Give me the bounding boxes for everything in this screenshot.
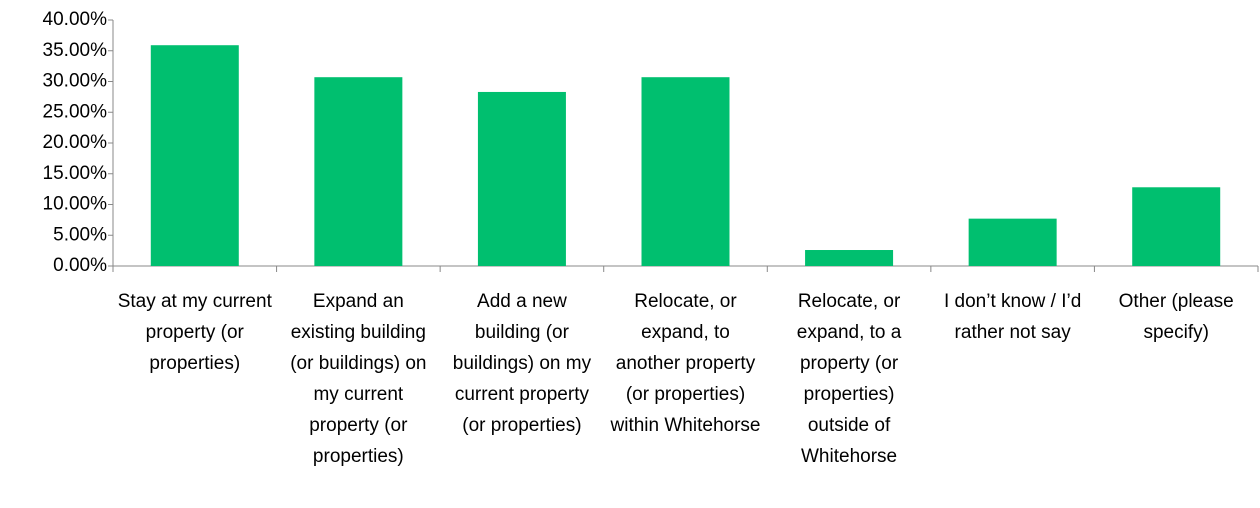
bar [150, 45, 239, 267]
y-tick-label: 35.00% [43, 40, 108, 61]
y-tick-label: 10.00% [43, 194, 108, 215]
bar [314, 77, 403, 266]
y-tick-label: 20.00% [43, 132, 108, 153]
x-tick-label: Relocate, or expand, to another property… [610, 291, 761, 436]
x-tick-label: I don’t know / I’d rather not say [943, 291, 1082, 343]
y-tick-label: 15.00% [43, 163, 108, 184]
y-tick-label: 40.00% [43, 9, 108, 30]
y-tick-label: 25.00% [43, 101, 108, 122]
x-tick-label: Relocate, or expand, to a property (or p… [796, 291, 902, 467]
bar [477, 91, 566, 266]
bar [968, 218, 1057, 266]
y-tick-label: 30.00% [43, 71, 108, 92]
x-tick-label: Stay at my current property (or properti… [117, 291, 272, 374]
x-tick-label: Expand an existing building (or building… [290, 291, 427, 467]
x-tick-label: Other (please specify) [1118, 291, 1234, 343]
bar [641, 77, 730, 266]
y-tick-label: 5.00% [53, 224, 107, 245]
y-tick-label: 0.00% [53, 255, 107, 276]
x-tick-label: Add a new building (or buildings) on my … [452, 291, 592, 436]
bar [1132, 187, 1221, 266]
bar [805, 250, 894, 266]
